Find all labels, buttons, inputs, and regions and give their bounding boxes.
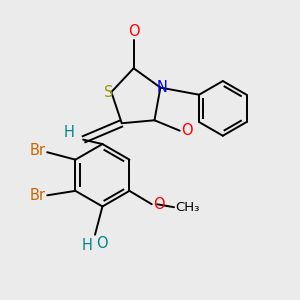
Text: H: H — [81, 238, 92, 253]
Text: O: O — [181, 123, 193, 138]
Text: O: O — [153, 197, 164, 212]
Text: O: O — [128, 23, 140, 38]
Text: S: S — [104, 85, 114, 100]
Text: N: N — [157, 80, 167, 95]
Text: Br: Br — [30, 188, 46, 203]
Text: O: O — [97, 236, 108, 251]
Text: Br: Br — [30, 143, 46, 158]
Text: CH₃: CH₃ — [176, 201, 200, 214]
Text: H: H — [63, 125, 74, 140]
